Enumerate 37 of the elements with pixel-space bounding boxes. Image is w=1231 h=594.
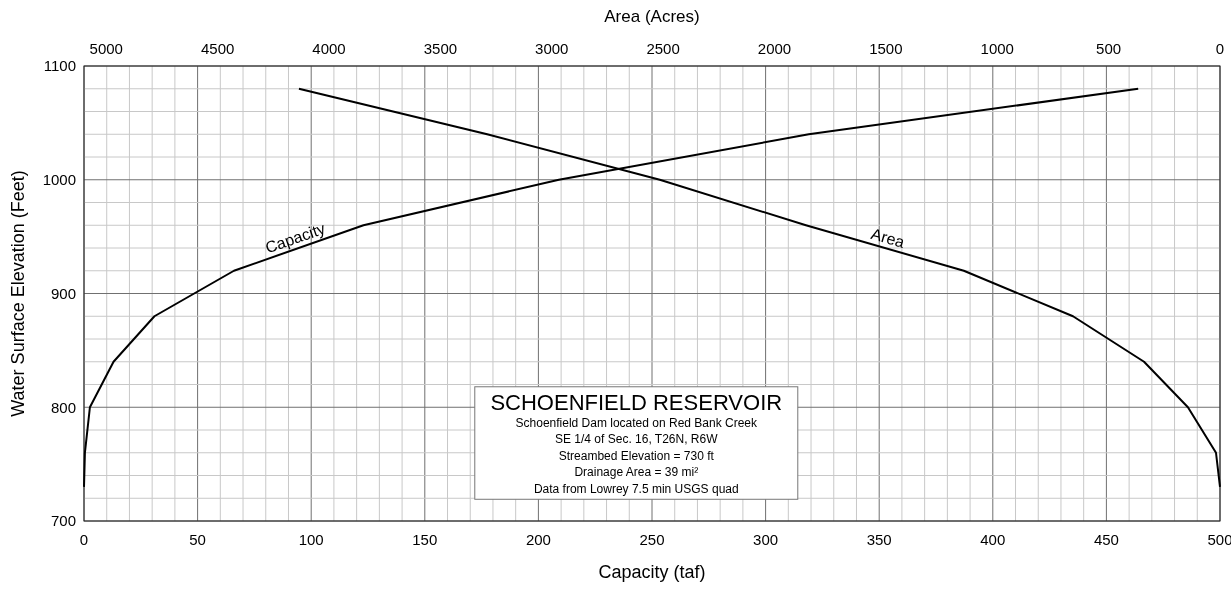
x2-tick-label: 3000 <box>535 40 569 57</box>
x-tick-label: 400 <box>980 531 1006 548</box>
y-tick-label: 1100 <box>43 57 76 75</box>
x-tick-label: 150 <box>412 531 438 548</box>
x2-tick-label: 3500 <box>423 40 458 57</box>
text: SCHOENFIELD RESERVOIR <box>490 389 783 415</box>
x2-tick-label: 1000 <box>980 40 1014 57</box>
x-tick-label: 50 <box>189 531 206 548</box>
x-tick-label: 350 <box>866 531 892 548</box>
x-tick-label: 200 <box>525 531 551 548</box>
x2-tick-label: 500 <box>1096 40 1122 57</box>
x-tick-label: 450 <box>1093 531 1119 548</box>
text: Capacity <box>263 219 328 257</box>
y-tick-label: 900 <box>50 284 76 302</box>
y-tick-label: 1000 <box>42 171 76 188</box>
y-tick-label: 700 <box>50 512 76 530</box>
x2-tick-label: 4000 <box>312 40 346 57</box>
y-axis-title: Water Surface Elevation (Feet) <box>8 170 28 417</box>
x2-tick-label: 1500 <box>869 40 903 57</box>
x-tick-label: 250 <box>639 531 665 548</box>
annotation: Streambed Elevation = 730 ft <box>558 448 715 463</box>
text: Area <box>869 225 907 251</box>
x-axis-title: Capacity (taf) <box>598 562 706 582</box>
x2-tick-label: 4500 <box>200 40 235 57</box>
x2-tick-label: 2500 <box>646 40 680 57</box>
annotation: Schoenfield Dam located on Red Bank Creek <box>515 415 759 430</box>
x-tick-label: 100 <box>298 531 324 548</box>
x-tick-label: 300 <box>753 531 779 548</box>
annotation: Data from Lowrey 7.5 min USGS quad <box>533 481 739 496</box>
x2-tick-label: 2000 <box>757 40 792 57</box>
x2-tick-label: 0 <box>1215 40 1225 57</box>
x2-tick-label: 5000 <box>89 40 123 57</box>
y-tick-label: 800 <box>50 398 76 416</box>
x2-axis-title: Area (Acres) <box>604 7 700 26</box>
annotation: Drainage Area = 39 mi² <box>574 465 699 480</box>
annotation: SE 1/4 of Sec. 16, T26N, R6W <box>555 432 719 447</box>
x-tick-label: 0 <box>79 531 89 548</box>
